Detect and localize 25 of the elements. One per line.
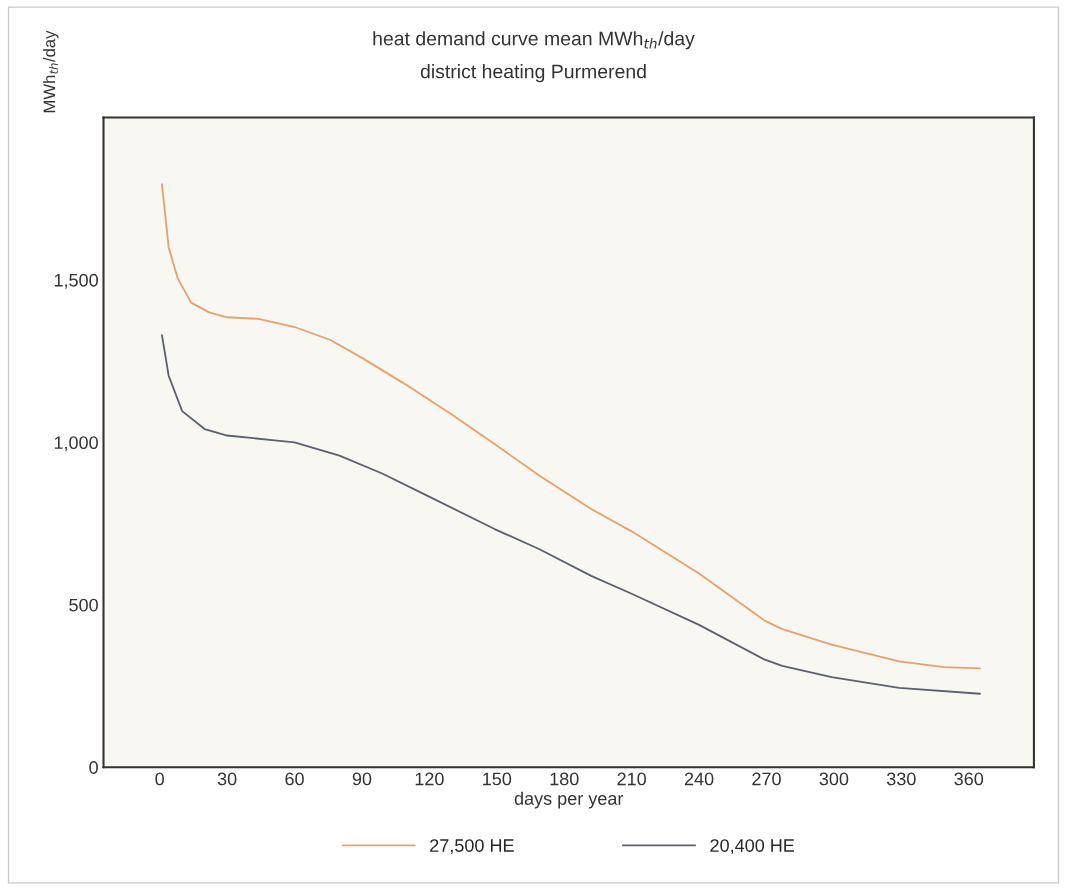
line-series bbox=[161, 183, 981, 670]
x-tick-label: 270 bbox=[752, 772, 781, 786]
x-tick-label: 360 bbox=[954, 772, 984, 786]
x-tick-label: 90 bbox=[352, 772, 372, 786]
x-tick-label: 240 bbox=[684, 772, 714, 786]
x-axis-title: days per year bbox=[514, 791, 624, 809]
y-axis-title: MWh$_{th}$/day bbox=[43, 30, 59, 113]
x-tick-label: 150 bbox=[483, 772, 512, 786]
y-tick-label: 0 bbox=[89, 761, 98, 774]
x-tick-label: 330 bbox=[886, 772, 916, 786]
x-tick-label: 60 bbox=[285, 772, 304, 786]
x-tick-label: 0 bbox=[155, 772, 164, 786]
x-tick-label: 30 bbox=[217, 772, 237, 786]
x-tick-label: 210 bbox=[617, 772, 646, 786]
y-tick-label: 500 bbox=[69, 598, 98, 612]
x-tick-label: 120 bbox=[415, 772, 444, 786]
legend-label: 27,500 HE bbox=[430, 839, 514, 855]
x-tick-label: 180 bbox=[550, 772, 579, 786]
y-tick-label: 1,000 bbox=[54, 436, 98, 452]
chart-subtitle: district heating Purmerend bbox=[420, 64, 646, 83]
chart-title: heat demand curve mean MWh$_{th}$/day bbox=[373, 31, 695, 50]
y-tick-label: 1,500 bbox=[54, 273, 98, 289]
line-series bbox=[161, 334, 981, 695]
legend-label: 20,400 HE bbox=[710, 839, 795, 855]
x-tick-label: 300 bbox=[819, 772, 849, 786]
